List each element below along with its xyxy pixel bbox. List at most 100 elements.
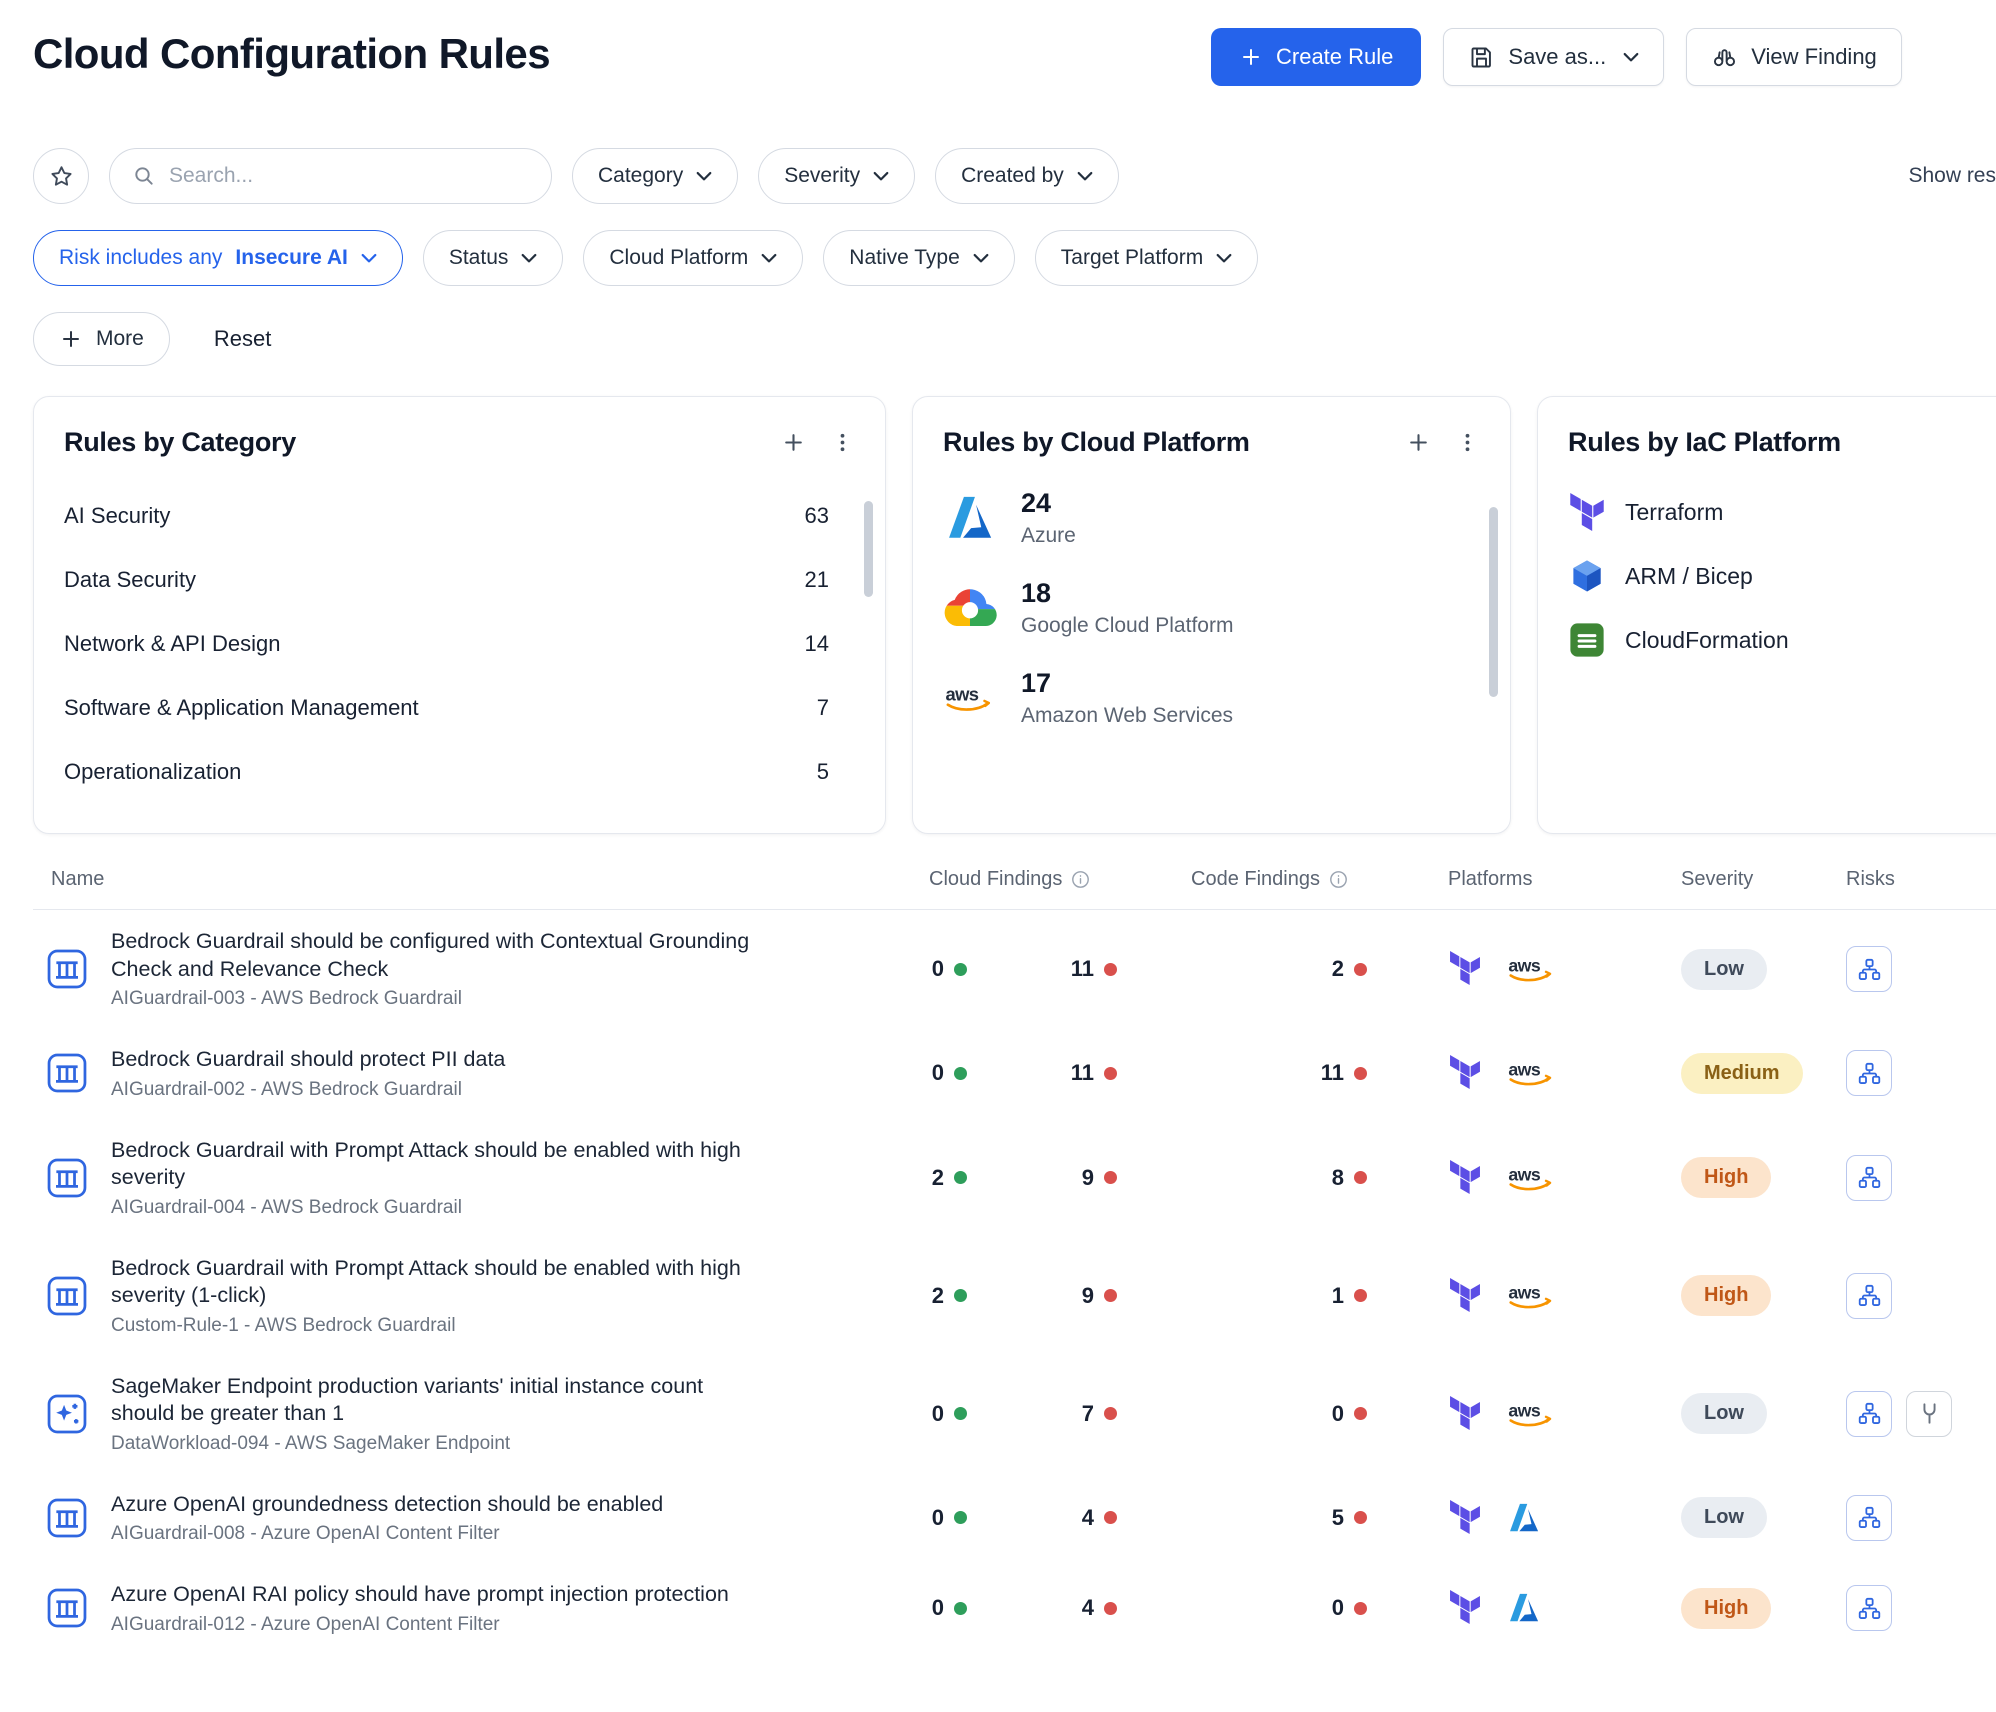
table-row[interactable]: Azure OpenAI groundedness detection shou… [33,1473,1996,1564]
chevron-down-icon [1216,253,1232,264]
risks-cell [1803,1155,1996,1201]
rule-name-cell[interactable]: Bedrock Guardrail should protect PII dat… [33,1046,883,1101]
risk-filter-active[interactable]: Risk includes any Insecure AI [33,230,403,286]
risk-fork-icon[interactable] [1906,1391,1952,1437]
severity-filter[interactable]: Severity [758,148,915,204]
add-widget-icon[interactable] [1406,430,1431,455]
rule-name-cell[interactable]: Bedrock Guardrail with Prompt Attack sho… [33,1255,883,1337]
target-platform-filter[interactable]: Target Platform [1035,230,1258,286]
cloud-findings-fail: 11 [973,1060,1123,1086]
table-row[interactable]: Bedrock Guardrail should be configured w… [33,910,1996,1028]
column-header-cloud-findings: Cloud Findings [883,868,1123,891]
severity-cell: High [1623,1588,1803,1629]
table-row[interactable]: Bedrock Guardrail with Prompt Attack sho… [33,1237,1996,1355]
rule-name[interactable]: SageMaker Endpoint production variants' … [111,1373,751,1428]
rules-by-iac-platform-card: Rules by IaC Platform Terraform ARM / Bi… [1537,396,1996,834]
rule-name[interactable]: Azure OpenAI RAI policy should have prom… [111,1581,729,1609]
view-findings-button[interactable]: View Finding [1686,28,1902,86]
rule-name-cell[interactable]: SageMaker Endpoint production variants' … [33,1373,883,1455]
risk-graph-icon[interactable] [1846,1585,1892,1631]
rule-id: AIGuardrail-003 - AWS Bedrock Guardrail [111,988,751,1010]
iac-platform-row[interactable]: Terraform [1568,480,1996,544]
rule-name-cell[interactable]: Bedrock Guardrail with Prompt Attack sho… [33,1137,883,1219]
pass-dot [954,1067,967,1080]
chevron-down-icon [761,253,777,264]
info-icon[interactable] [1329,870,1348,889]
platform-label: Google Cloud Platform [1021,614,1233,638]
fail-dot [1104,1602,1117,1615]
severity-badge: High [1681,1157,1771,1198]
platform-count: 24 [1021,488,1076,519]
iac-platform-label: Terraform [1625,499,1723,526]
filter-row-1: Category Severity Created by Show res [33,148,1996,204]
pass-dot [954,1289,967,1302]
search-input[interactable] [169,164,529,188]
category-count: 21 [805,567,829,593]
plus-icon [1239,45,1263,69]
rule-name[interactable]: Bedrock Guardrail should be configured w… [111,928,751,983]
cloud-findings-fail: 9 [973,1165,1123,1191]
iac-platform-row[interactable]: CloudFormation [1568,608,1996,672]
table-row[interactable]: Azure OpenAI RAI policy should have prom… [33,1563,1996,1654]
risk-graph-icon[interactable] [1846,1155,1892,1201]
cloud-platform-row[interactable]: aws 17 Amazon Web Services [943,668,1480,728]
created-by-filter-label: Created by [961,164,1064,188]
category-row[interactable]: Data Security 21 [64,548,855,612]
cloud-findings-fail: 9 [973,1283,1123,1309]
created-by-filter[interactable]: Created by [935,148,1119,204]
search-box[interactable] [109,148,552,204]
kebab-menu-icon[interactable] [830,430,855,455]
iac-platform-label: ARM / Bicep [1625,563,1753,590]
table-row[interactable]: Bedrock Guardrail with Prompt Attack sho… [33,1119,1996,1237]
kebab-menu-icon[interactable] [1455,430,1480,455]
rule-name[interactable]: Bedrock Guardrail with Prompt Attack sho… [111,1255,751,1310]
risks-cell [1803,1273,1996,1319]
category-row[interactable]: AI Security 63 [64,484,855,548]
cloud-platform-row[interactable]: 18 Google Cloud Platform [943,578,1480,638]
aws-icon: aws [1506,1280,1558,1312]
category-row[interactable]: Software & Application Management 7 [64,676,855,740]
rule-name[interactable]: Bedrock Guardrail should protect PII dat… [111,1046,505,1074]
code-findings-count: 11 [1123,1060,1373,1086]
risk-graph-icon[interactable] [1846,1273,1892,1319]
info-icon[interactable] [1071,870,1090,889]
risk-graph-icon[interactable] [1846,1495,1892,1541]
add-widget-icon[interactable] [781,430,806,455]
severity-cell: Medium [1623,1053,1803,1094]
category-count: 63 [805,503,829,529]
column-header-code-findings: Code Findings [1123,868,1373,891]
table-row[interactable]: SageMaker Endpoint production variants' … [33,1355,1996,1473]
more-filters-button[interactable]: More [33,312,170,366]
svg-text:aws: aws [1508,1282,1540,1302]
rule-name-cell[interactable]: Bedrock Guardrail should be configured w… [33,928,883,1010]
cloud-platform-row[interactable]: 24 Azure [943,488,1480,548]
risk-graph-icon[interactable] [1846,1050,1892,1096]
scrollbar-thumb[interactable] [1489,507,1498,697]
aws-icon: aws [1506,1162,1558,1194]
create-rule-button[interactable]: Create Rule [1211,28,1421,86]
category-row[interactable]: Operationalization 5 [64,740,855,804]
fail-dot [1104,1511,1117,1524]
azure-icon [943,491,997,545]
show-results-link[interactable]: Show res [1908,164,1996,188]
scrollbar-thumb[interactable] [864,501,873,597]
native-type-filter[interactable]: Native Type [823,230,1015,286]
rule-name[interactable]: Bedrock Guardrail with Prompt Attack sho… [111,1137,751,1192]
create-rule-label: Create Rule [1276,44,1393,70]
category-filter[interactable]: Category [572,148,738,204]
rule-name-cell[interactable]: Azure OpenAI RAI policy should have prom… [33,1581,883,1636]
rule-name[interactable]: Azure OpenAI groundedness detection shou… [111,1491,663,1519]
save-as-button[interactable]: Save as... [1443,28,1664,86]
cloud-platform-filter[interactable]: Cloud Platform [583,230,803,286]
cloud-findings-pass: 2 [883,1283,973,1309]
risk-graph-icon[interactable] [1846,946,1892,992]
category-row[interactable]: Network & API Design 14 [64,612,855,676]
status-filter[interactable]: Status [423,230,564,286]
reset-filters-link[interactable]: Reset [214,326,271,352]
category-count: 7 [817,695,829,721]
risk-graph-icon[interactable] [1846,1391,1892,1437]
favorite-filter-button[interactable] [33,148,89,204]
iac-platform-row[interactable]: ARM / Bicep [1568,544,1996,608]
table-row[interactable]: Bedrock Guardrail should protect PII dat… [33,1028,1996,1119]
rule-name-cell[interactable]: Azure OpenAI groundedness detection shou… [33,1491,883,1546]
